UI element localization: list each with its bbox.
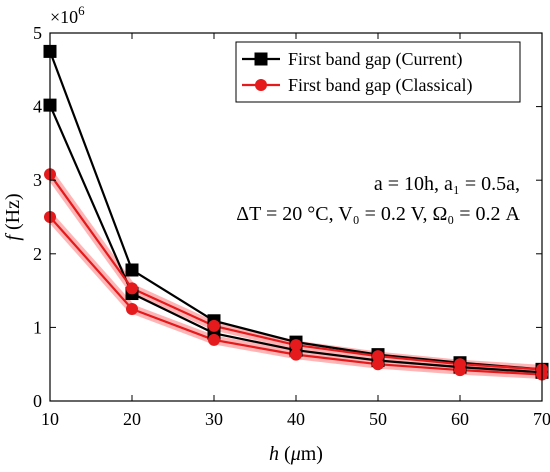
y-tick-label: 4 <box>33 97 42 117</box>
data-point-circle <box>372 358 384 371</box>
data-point-circle <box>208 333 220 346</box>
legend-label: First band gap (Classical) <box>288 75 472 96</box>
data-point-square <box>125 263 139 277</box>
y-axis-label: f (Hz) <box>2 193 24 240</box>
x-axis-label: h (μm) <box>269 443 323 465</box>
x-tick-label: 40 <box>287 409 305 429</box>
x-tick-label: 10 <box>41 409 59 429</box>
x-tick-label: 20 <box>123 409 141 429</box>
data-point-circle <box>454 364 466 377</box>
y-tick-label: 0 <box>33 391 42 411</box>
data-point-circle <box>126 303 138 315</box>
legend-marker-circle <box>255 79 267 91</box>
y-tick-label: 1 <box>33 317 42 337</box>
x-tick-label: 30 <box>205 409 223 429</box>
legend-label: First band gap (Current) <box>288 49 462 70</box>
x-tick-label: 70 <box>533 409 550 429</box>
y-multiplier: ×106 <box>50 3 85 27</box>
data-point-circle <box>290 348 302 361</box>
y-tick-label: 5 <box>33 23 42 43</box>
annotation-line-1: a = 10h, a₁ = 0.5a, <box>374 173 520 195</box>
legend-box <box>235 41 521 103</box>
legend-marker-square <box>254 52 268 66</box>
y-tick-label: 2 <box>33 244 42 264</box>
x-tick-label: 50 <box>369 409 387 429</box>
data-point-circle <box>126 282 138 295</box>
data-point-circle <box>208 319 220 332</box>
y-tick-label: 3 <box>33 170 42 190</box>
x-tick-label: 60 <box>451 409 469 429</box>
data-point-circle <box>290 339 302 352</box>
annotation-line-2: ΔT = 20 °C, V₀ = 0.2 V, Ω₀ = 0.2 A <box>236 203 520 225</box>
